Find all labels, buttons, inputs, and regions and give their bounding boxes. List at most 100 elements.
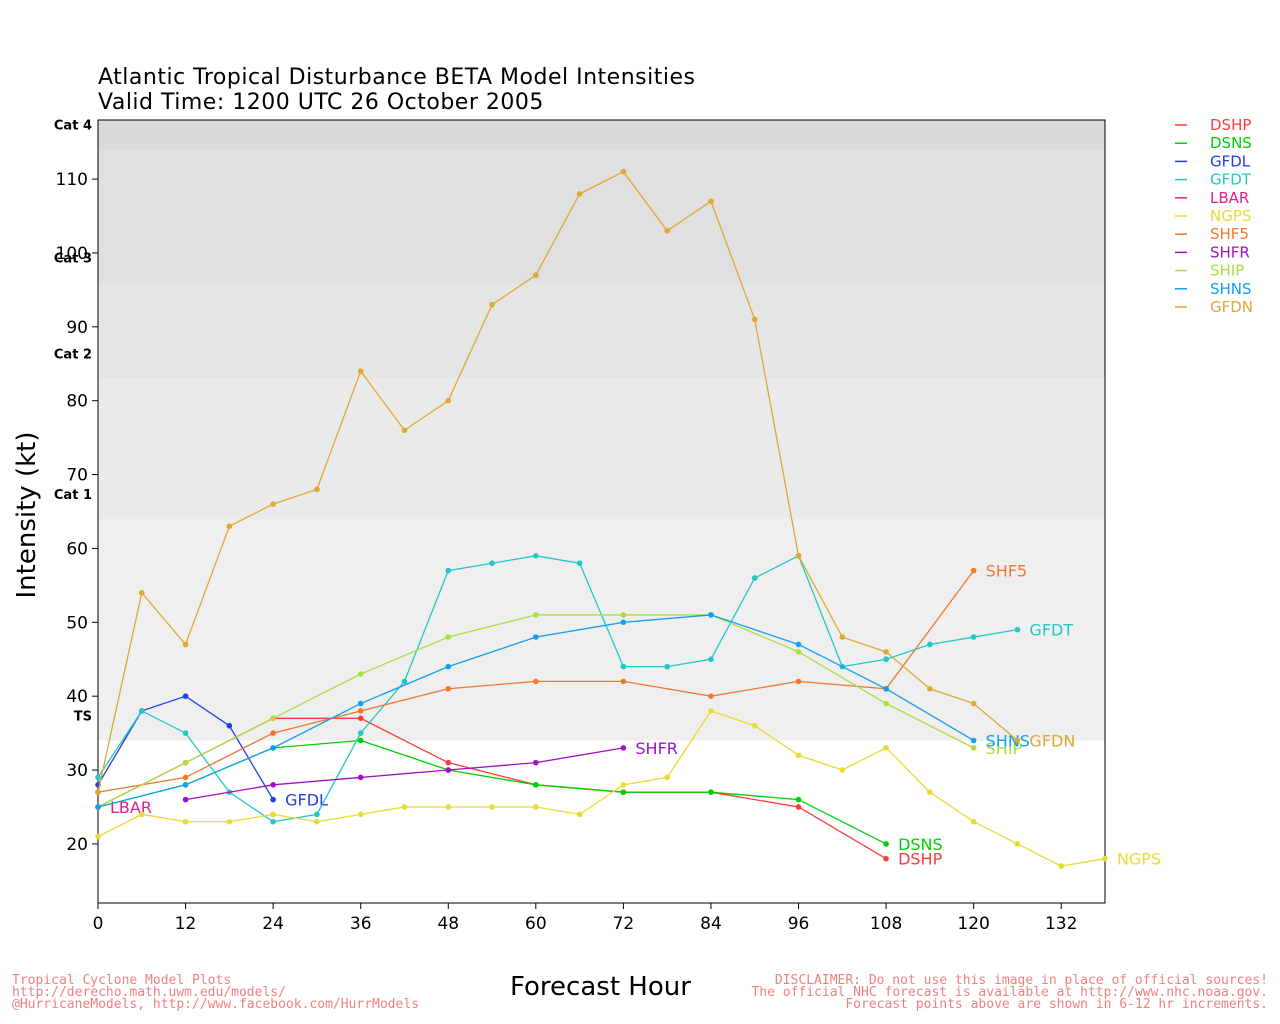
data-point-ngps [795,752,802,759]
data-point-ngps [270,811,276,818]
data-point-ngps [839,767,846,773]
data-point-gfdt [314,811,320,818]
data-point-gfdt [576,560,583,567]
data-point-shf5 [795,678,802,685]
footer-disclaimer-line: DISCLAIMER: Do not use this image in pla… [774,973,1268,988]
footer-credit-line: @HurricaneModels, http://www.facebook.co… [12,997,419,1012]
data-point-gfdn [182,641,189,648]
data-point-shf5 [620,678,627,685]
data-point-gfdt [445,567,452,574]
data-point-ngps [1014,841,1021,847]
series-line-gfdt [97,554,1018,823]
x-tick-label: 96 [788,914,810,934]
series-line-shfr [185,747,624,801]
x-tick-label: 120 [957,914,989,934]
data-point-ngps [970,818,977,825]
data-point-shf5 [270,730,276,736]
data-point-shf5 [357,708,364,714]
footer-credit-line: http://derecho.math.uwm.edu/models/ [12,985,286,1000]
series-line-ngps [97,710,1106,867]
footer-disclaimer: DISCLAIMER: Do not use this image in pla… [751,973,1268,1011]
data-point-gfdn [314,486,320,493]
series-end-label: DSHP [898,850,943,869]
data-point-shns [708,612,714,618]
chart-subtitle: Valid Time: 1200 UTC 26 October 2005 [98,90,544,115]
data-point-ngps [576,811,583,818]
series-end-label: GFDL [285,791,328,810]
data-point-ship [883,700,889,707]
data-point-ngps [445,804,452,810]
data-point-ngps [708,708,714,714]
x-tick-label: 48 [437,914,459,934]
data-point-ngps [357,811,364,818]
data-point-gfdn [751,316,758,323]
data-point-ship [270,715,276,722]
data-point-ngps [1102,855,1108,862]
legend-entry: SHFR [1210,243,1250,261]
data-point-gfdn [664,228,670,234]
data-point-shfr [445,767,452,773]
data-point-ship [533,612,539,618]
intensity-band-label: Cat 1 [54,488,92,503]
data-point-shns [445,663,452,670]
y-axis-label: Intensity (kt) [12,431,42,599]
data-point-gfdt [664,663,670,670]
data-point-ngps [182,818,189,825]
data-point-ngps [314,818,320,825]
series-line-gfdn [97,170,1018,793]
data-point-gfdt [1014,626,1021,633]
legend-entry: LBAR [1210,189,1249,207]
data-point-gfdn [970,700,977,707]
y-tick-label: 20 [66,835,88,855]
data-point-gfdn [401,427,408,434]
intensity-band [98,518,1105,741]
series-end-label: GFDT [1029,621,1073,640]
legend-entry: SHIP [1210,262,1244,280]
data-point-shns [795,641,802,648]
data-point-dsns [357,737,364,744]
data-point-ngps [95,833,101,840]
data-point-ngps [620,782,627,788]
x-tick-label: 12 [175,914,197,934]
data-point-gfdt [970,634,977,640]
intensity-band-label: TS [74,709,92,724]
data-point-ngps [489,804,495,810]
footer-disclaimer-line: The official NHC forecast is available a… [751,985,1268,1000]
data-point-gfdt [357,730,364,736]
data-point-gfdn [270,501,276,507]
y-tick-label: 100 [56,244,88,264]
data-point-gfdt [138,708,145,714]
y-tick-label: 50 [66,613,88,633]
data-point-ship [620,612,627,618]
data-point-ship [357,671,364,677]
legend-entry: SHF5 [1210,225,1249,243]
data-point-gfdn [533,272,539,278]
data-point-shns [270,745,276,751]
y-tick-label: 40 [66,687,88,707]
data-point-dsns [708,789,714,795]
data-point-shns [533,634,539,640]
data-point-shfr [270,782,276,788]
data-point-dshp [357,715,364,722]
data-point-gfdn [357,368,364,374]
legend-entry: DSNS [1210,134,1252,152]
data-point-shf5 [182,774,189,781]
data-point-gfdt [95,774,101,781]
data-point-ngps [751,722,758,729]
data-point-shns [182,782,189,788]
data-point-dsns [883,841,889,847]
data-point-shns [357,700,364,707]
data-point-shf5 [970,567,977,574]
data-point-gfdn [1014,737,1021,744]
x-tick-label: 24 [262,914,284,934]
data-point-ngps [401,804,408,810]
data-point-dsns [533,782,539,788]
data-point-shf5 [533,678,539,685]
x-axis-label: Forecast Hour [510,972,691,1002]
data-point-dshp [445,759,452,766]
data-point-gfdt [489,560,495,567]
data-point-shf5 [708,693,714,699]
data-point-ngps [883,745,889,751]
legend-entry: GFDT [1210,171,1252,189]
data-point-dshp [795,804,802,810]
